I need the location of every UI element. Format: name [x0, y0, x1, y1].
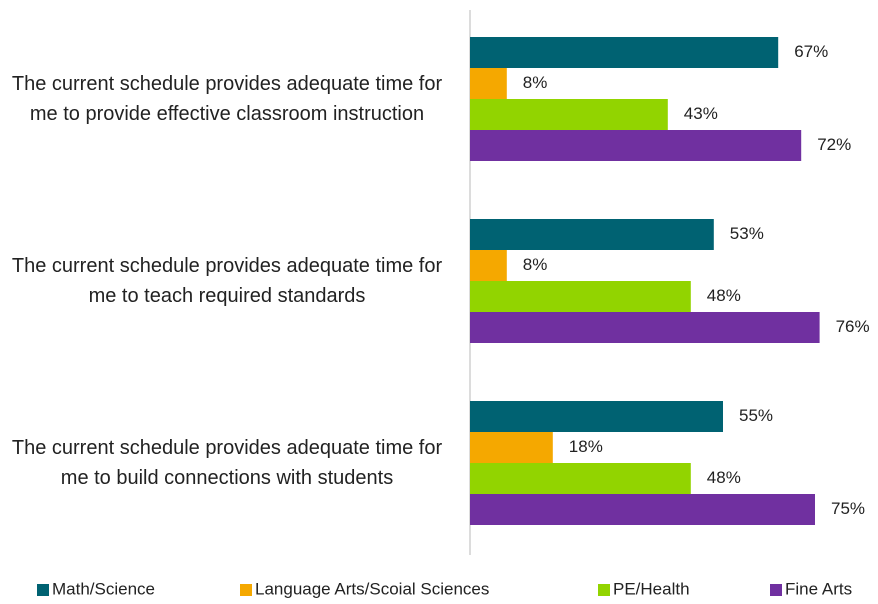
bar — [470, 37, 779, 68]
value-label: 43% — [684, 104, 718, 123]
legend-label: PE/Health — [613, 579, 690, 598]
legend-swatch — [37, 584, 49, 596]
value-label: 67% — [794, 42, 828, 61]
legend-swatch — [770, 584, 782, 596]
bar — [470, 401, 723, 432]
category-label: The current schedule provides adequate t… — [11, 437, 443, 489]
value-label: 72% — [817, 135, 851, 154]
value-label: 75% — [831, 499, 865, 518]
bar — [470, 463, 691, 494]
legend-label: Fine Arts — [785, 579, 852, 598]
value-label: 48% — [707, 468, 741, 487]
bar — [470, 130, 802, 161]
value-label: 18% — [569, 437, 603, 456]
bar — [470, 432, 553, 463]
legend-label: Math/Science — [52, 579, 155, 598]
category-label: The current schedule provides adequate t… — [11, 73, 443, 125]
bar — [470, 312, 820, 343]
value-label: 8% — [523, 73, 548, 92]
legend-swatch — [598, 584, 610, 596]
value-label: 55% — [739, 406, 773, 425]
value-label: 76% — [836, 317, 870, 336]
bar — [470, 281, 691, 312]
bar — [470, 219, 714, 250]
category-label: The current schedule provides adequate t… — [11, 255, 443, 307]
bar — [470, 250, 507, 281]
value-label: 48% — [707, 286, 741, 305]
value-label: 53% — [730, 224, 764, 243]
legend-label: Language Arts/Scoial Sciences — [255, 579, 489, 598]
value-label: 8% — [523, 255, 548, 274]
bar — [470, 99, 668, 130]
legend-swatch — [240, 584, 252, 596]
bar — [470, 494, 815, 525]
bar — [470, 68, 507, 99]
